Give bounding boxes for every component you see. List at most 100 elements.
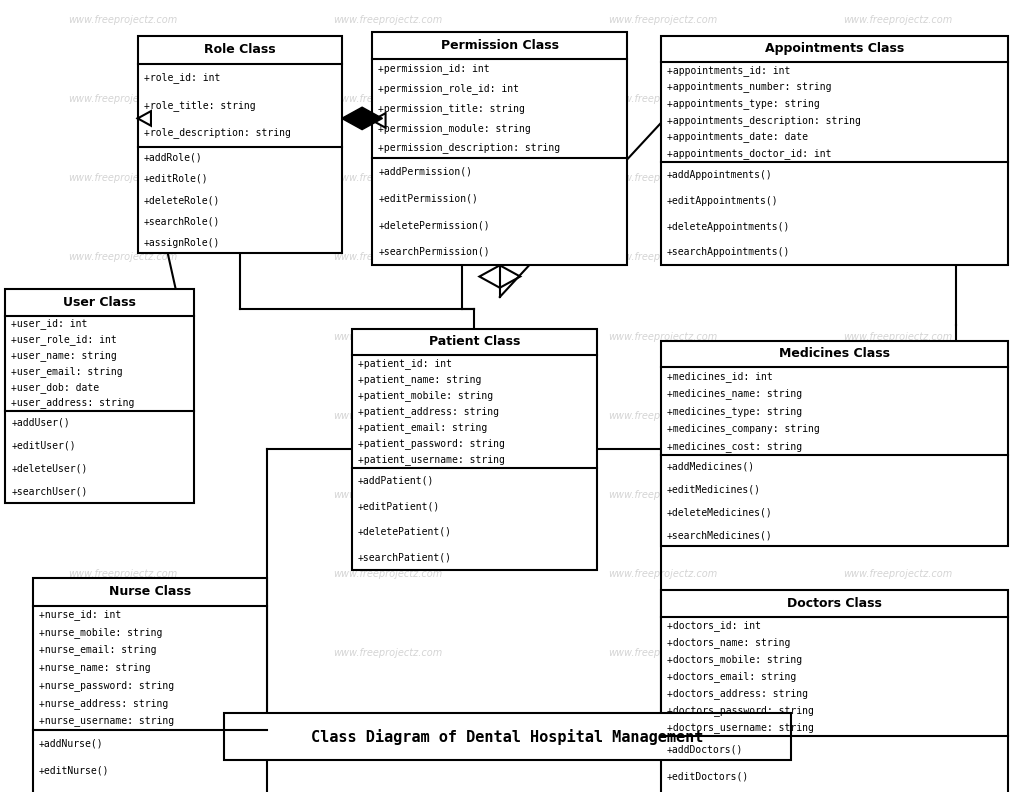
Text: +user_name: string: +user_name: string xyxy=(11,350,117,361)
Text: www.freeprojectz.com: www.freeprojectz.com xyxy=(607,490,717,500)
Text: www.freeprojectz.com: www.freeprojectz.com xyxy=(332,94,442,104)
Text: www.freeprojectz.com: www.freeprojectz.com xyxy=(607,332,717,341)
Text: +patient_id: int: +patient_id: int xyxy=(358,358,451,369)
Text: www.freeprojectz.com: www.freeprojectz.com xyxy=(332,253,442,262)
Text: +patient_address: string: +patient_address: string xyxy=(358,406,498,417)
Text: Appointments Class: Appointments Class xyxy=(764,42,903,55)
Text: +editUser(): +editUser() xyxy=(11,440,75,451)
Text: +medicines_company: string: +medicines_company: string xyxy=(666,423,819,434)
Text: +nurse_id: int: +nurse_id: int xyxy=(39,609,121,620)
Text: www.freeprojectz.com: www.freeprojectz.com xyxy=(607,411,717,421)
Text: +permission_module: string: +permission_module: string xyxy=(378,123,531,134)
Text: +searchRole(): +searchRole() xyxy=(144,216,220,227)
Text: +medicines_name: string: +medicines_name: string xyxy=(666,388,801,399)
Text: +deleteMedicines(): +deleteMedicines() xyxy=(666,507,772,517)
Bar xyxy=(660,590,1007,792)
Text: www.freeprojectz.com: www.freeprojectz.com xyxy=(67,649,177,658)
Text: +searchPatient(): +searchPatient() xyxy=(358,552,451,562)
Text: www.freeprojectz.com: www.freeprojectz.com xyxy=(842,15,952,25)
Text: User Class: User Class xyxy=(63,296,136,309)
Text: +user_email: string: +user_email: string xyxy=(11,366,122,377)
Text: www.freeprojectz.com: www.freeprojectz.com xyxy=(332,15,442,25)
Text: www.freeprojectz.com: www.freeprojectz.com xyxy=(842,569,952,579)
Text: +doctors_email: string: +doctors_email: string xyxy=(666,671,796,682)
Text: +doctors_mobile: string: +doctors_mobile: string xyxy=(666,653,801,664)
Text: +assignRole(): +assignRole() xyxy=(144,238,220,248)
Text: www.freeprojectz.com: www.freeprojectz.com xyxy=(332,569,442,579)
Text: www.freeprojectz.com: www.freeprojectz.com xyxy=(67,173,177,183)
Text: +permission_role_id: int: +permission_role_id: int xyxy=(378,83,519,93)
Text: Role Class: Role Class xyxy=(204,44,275,56)
Bar xyxy=(660,341,1007,546)
Text: +appointments_date: date: +appointments_date: date xyxy=(666,131,807,143)
Text: +patient_username: string: +patient_username: string xyxy=(358,454,504,465)
Text: +role_description: string: +role_description: string xyxy=(144,128,290,139)
Text: +permission_title: string: +permission_title: string xyxy=(378,103,525,113)
Text: +user_id: int: +user_id: int xyxy=(11,318,88,329)
Text: +doctors_name: string: +doctors_name: string xyxy=(666,637,790,648)
Text: www.freeprojectz.com: www.freeprojectz.com xyxy=(842,411,952,421)
Text: +patient_password: string: +patient_password: string xyxy=(358,438,504,449)
Text: www.freeprojectz.com: www.freeprojectz.com xyxy=(607,94,717,104)
Text: +deleteRole(): +deleteRole() xyxy=(144,195,220,205)
Text: www.freeprojectz.com: www.freeprojectz.com xyxy=(607,15,717,25)
Text: +doctors_address: string: +doctors_address: string xyxy=(666,687,807,699)
Text: +user_role_id: int: +user_role_id: int xyxy=(11,334,117,345)
Text: +appointments_doctor_id: int: +appointments_doctor_id: int xyxy=(666,148,830,159)
Text: +appointments_type: string: +appointments_type: string xyxy=(666,98,819,109)
Text: www.freeprojectz.com: www.freeprojectz.com xyxy=(332,332,442,341)
Text: +addMedicines(): +addMedicines() xyxy=(666,461,754,471)
Text: +addAppointments(): +addAppointments() xyxy=(666,169,772,180)
Text: www.freeprojectz.com: www.freeprojectz.com xyxy=(842,649,952,658)
Text: +deleteAppointments(): +deleteAppointments() xyxy=(666,222,790,231)
Text: www.freeprojectz.com: www.freeprojectz.com xyxy=(842,332,952,341)
Text: Doctors Class: Doctors Class xyxy=(786,597,881,610)
Text: +user_dob: date: +user_dob: date xyxy=(11,382,99,393)
Text: www.freeprojectz.com: www.freeprojectz.com xyxy=(67,253,177,262)
Text: www.freeprojectz.com: www.freeprojectz.com xyxy=(842,173,952,183)
Text: www.freeprojectz.com: www.freeprojectz.com xyxy=(67,728,177,737)
Text: +addPatient(): +addPatient() xyxy=(358,475,434,485)
Text: +role_title: string: +role_title: string xyxy=(144,100,255,111)
Text: +deletePatient(): +deletePatient() xyxy=(358,527,451,537)
Text: www.freeprojectz.com: www.freeprojectz.com xyxy=(67,569,177,579)
Bar xyxy=(352,329,596,570)
Text: www.freeprojectz.com: www.freeprojectz.com xyxy=(607,253,717,262)
Text: +nurse_address: string: +nurse_address: string xyxy=(39,698,168,709)
Text: +appointments_id: int: +appointments_id: int xyxy=(666,65,790,76)
Text: +addDoctors(): +addDoctors() xyxy=(666,744,743,754)
Text: +nurse_email: string: +nurse_email: string xyxy=(39,645,156,656)
Text: www.freeprojectz.com: www.freeprojectz.com xyxy=(67,490,177,500)
Text: +editDoctors(): +editDoctors() xyxy=(666,771,749,781)
Text: www.freeprojectz.com: www.freeprojectz.com xyxy=(67,94,177,104)
Text: +addRole(): +addRole() xyxy=(144,152,203,162)
Text: +appointments_number: string: +appointments_number: string xyxy=(666,82,830,93)
Text: www.freeprojectz.com: www.freeprojectz.com xyxy=(607,728,717,737)
Text: +user_address: string: +user_address: string xyxy=(11,398,135,409)
Text: Medicines Class: Medicines Class xyxy=(779,348,889,360)
Bar xyxy=(224,713,790,760)
Bar xyxy=(5,289,194,503)
Text: www.freeprojectz.com: www.freeprojectz.com xyxy=(67,332,177,341)
Text: www.freeprojectz.com: www.freeprojectz.com xyxy=(842,253,952,262)
Polygon shape xyxy=(341,107,382,130)
Text: www.freeprojectz.com: www.freeprojectz.com xyxy=(332,490,442,500)
Text: Class Diagram of Dental Hospital Management: Class Diagram of Dental Hospital Managem… xyxy=(311,729,703,744)
Text: +role_id: int: +role_id: int xyxy=(144,72,220,83)
Text: www.freeprojectz.com: www.freeprojectz.com xyxy=(842,728,952,737)
Text: www.freeprojectz.com: www.freeprojectz.com xyxy=(67,15,177,25)
Text: +doctors_password: string: +doctors_password: string xyxy=(666,705,813,716)
Bar xyxy=(33,578,267,792)
Text: +searchMedicines(): +searchMedicines() xyxy=(666,530,772,540)
Text: +editPermission(): +editPermission() xyxy=(378,193,478,204)
Text: +addUser(): +addUser() xyxy=(11,417,70,428)
Text: Nurse Class: Nurse Class xyxy=(109,585,191,599)
Text: www.freeprojectz.com: www.freeprojectz.com xyxy=(607,173,717,183)
Text: www.freeprojectz.com: www.freeprojectz.com xyxy=(332,173,442,183)
Text: +editNurse(): +editNurse() xyxy=(39,766,109,776)
Text: www.freeprojectz.com: www.freeprojectz.com xyxy=(332,728,442,737)
Text: +appointments_description: string: +appointments_description: string xyxy=(666,115,860,126)
Text: +editPatient(): +editPatient() xyxy=(358,501,440,511)
Text: +nurse_mobile: string: +nurse_mobile: string xyxy=(39,626,162,638)
Text: +editAppointments(): +editAppointments() xyxy=(666,196,777,206)
